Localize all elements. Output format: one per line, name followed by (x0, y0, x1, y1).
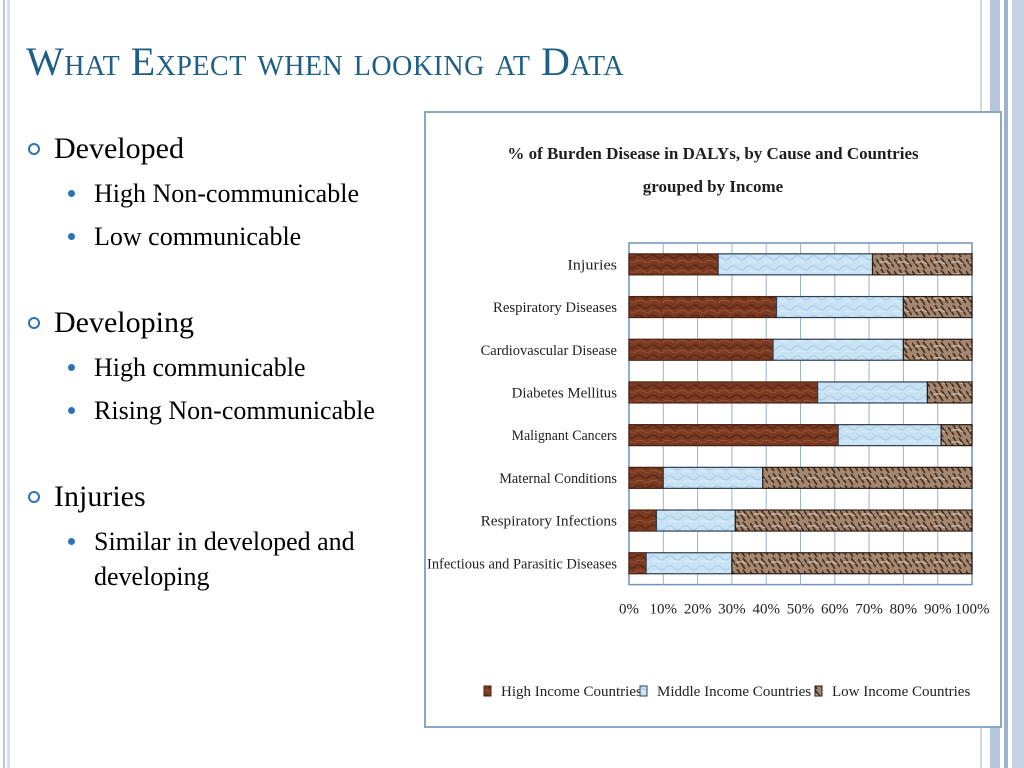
x-tick-label: 30% (718, 602, 746, 618)
section-developed: Developed High Non-communicable Low comm… (26, 132, 406, 254)
x-tick-label: 70% (855, 602, 883, 618)
sub-bullet: Low communicable (26, 219, 406, 254)
ring-bullet-icon (28, 317, 40, 329)
category-label: Maternal Conditions (499, 471, 617, 487)
category-label: Infectious and Parasitic Diseases (427, 556, 617, 572)
bar-segment (837, 424, 942, 447)
bar-segment (662, 466, 764, 489)
section-developing: Developing High communicable Rising Non-… (26, 306, 406, 428)
category-label: Cardiovascular Disease (481, 343, 617, 359)
category-label: Malignant Cancers (512, 428, 618, 444)
bar-segment (775, 295, 904, 319)
ring-bullet-icon (28, 491, 40, 503)
bars-group (628, 253, 973, 575)
category-label: Diabetes Mellitus (512, 385, 618, 401)
heading-text: Injuries (54, 480, 146, 513)
plot-area (628, 242, 973, 586)
category-label: Injuries (567, 257, 617, 273)
left-decorative-rule (0, 0, 10, 768)
x-tick-label: 80% (890, 602, 918, 618)
bar-segment (645, 552, 733, 575)
x-tick-label: 0% (619, 602, 639, 618)
bullet-content: Developed High Non-communicable Low comm… (26, 132, 406, 602)
x-tick-label: 10% (650, 602, 678, 618)
bar-segment (628, 424, 839, 447)
ring-bullet-icon (28, 143, 40, 155)
bar-segment (871, 253, 973, 276)
section-injuries: Injuries Similar in developed and develo… (26, 480, 406, 594)
x-tick-labels-group: 0% 10% 20% 30% 40% 50% 60% 70% 80% 90% 100% (619, 602, 990, 618)
dot-bullet-icon (68, 233, 75, 240)
x-tick-label: 90% (924, 602, 952, 618)
category-label: Respiratory Infections (481, 514, 618, 530)
bar-segment (817, 381, 929, 404)
sub-bullet: High Non-communicable (26, 176, 406, 211)
bar-segment (717, 253, 874, 276)
bar-segment (926, 381, 973, 404)
legend-swatch (639, 685, 648, 697)
slide-title: What Expect when looking at Data (26, 39, 625, 84)
bar-segment (628, 466, 664, 489)
sub-bullet-text: Low communicable (94, 222, 302, 251)
sub-bullets: Similar in developed and developing (26, 524, 406, 594)
sub-bullet: Similar in developed and developing (26, 524, 406, 594)
legend-label: Low Income Countries (832, 684, 970, 700)
sub-bullet-text: Rising Non-communicable (94, 396, 375, 425)
bar-segment (628, 381, 819, 404)
dot-bullet-icon (68, 538, 75, 545)
heading-developed: Developed (26, 132, 406, 166)
sub-bullets: High communicable Rising Non-communicabl… (26, 350, 406, 428)
bar-segment (628, 253, 719, 276)
x-tick-label: 60% (821, 602, 849, 618)
legend-group: High Income Countries Middle Income Count… (483, 684, 970, 700)
bar-segment (762, 466, 973, 489)
chart-title-line: % of Burden Disease in DALYs, by Cause a… (507, 144, 919, 163)
sub-bullets: High Non-communicable Low communicable (26, 176, 406, 254)
bar-segment (734, 509, 973, 532)
sub-bullet-text: High communicable (94, 353, 306, 382)
legend-swatch (483, 685, 492, 697)
bar-segment (628, 338, 774, 361)
dot-bullet-icon (68, 190, 75, 197)
bar-segment (628, 552, 647, 575)
legend-label: Middle Income Countries (657, 684, 811, 700)
heading-developing: Developing (26, 306, 406, 340)
x-tick-label: 40% (752, 602, 780, 618)
dot-bullet-icon (68, 364, 75, 371)
bar-segment (902, 295, 973, 319)
sub-bullet: Rising Non-communicable (26, 393, 406, 428)
sub-bullet-text: Similar in developed and developing (94, 527, 355, 591)
bar-segment (772, 338, 904, 361)
heading-text: Developed (54, 132, 184, 165)
bar-segment (628, 295, 778, 319)
bar-segment (940, 424, 973, 447)
stacked-bar-chart: % of Burden Disease in DALYs, by Cause a… (427, 144, 990, 700)
x-tick-label: 20% (684, 602, 712, 618)
sub-bullet-text: High Non-communicable (94, 179, 359, 208)
sub-bullet: High communicable (26, 350, 406, 385)
bar-segment (655, 509, 736, 532)
bar-segment (628, 509, 658, 532)
category-labels-group: Injuries Respiratory Diseases Cardiovascul… (427, 257, 617, 572)
category-label: Respiratory Diseases (493, 300, 617, 316)
heading-injuries: Injuries (26, 480, 406, 514)
chart-title-line: grouped by Income (643, 177, 784, 196)
heading-text: Developing (54, 306, 194, 339)
chart-title-group: % of Burden Disease in DALYs, by Cause a… (507, 144, 919, 196)
legend-label: High Income Countries (501, 684, 642, 700)
chart-figure: % of Burden Disease in DALYs, by Cause a… (424, 111, 1002, 728)
x-tick-label: 100% (955, 602, 990, 618)
bar-segment (902, 338, 973, 361)
legend-swatch (814, 685, 823, 697)
dot-bullet-icon (68, 407, 75, 414)
x-tick-label: 50% (787, 602, 815, 618)
bar-segment (731, 552, 973, 575)
